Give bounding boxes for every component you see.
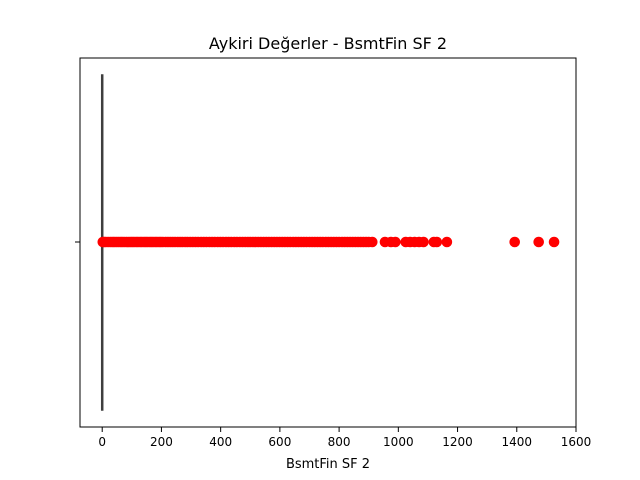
outlier-point: [548, 236, 560, 248]
x-tick-label: 600: [268, 435, 291, 449]
outlier-point: [366, 236, 378, 248]
x-tick-label: 0: [98, 435, 106, 449]
x-tick-label: 400: [209, 435, 232, 449]
outlier-point: [431, 236, 443, 248]
x-tick-label: 1600: [561, 435, 592, 449]
outlier-point: [533, 236, 544, 248]
outlier-point: [390, 236, 401, 248]
outlier-point: [509, 236, 521, 248]
x-axis-ticks: 0 200 400 600 800 1000 1200 1400 1600: [98, 427, 591, 449]
x-axis-label: BsmtFin SF 2: [286, 457, 370, 472]
x-tick-label: 1400: [502, 435, 533, 449]
x-tick-label: 1200: [442, 435, 473, 449]
x-tick-label: 200: [150, 435, 173, 449]
outlier-group: [97, 236, 560, 248]
x-tick-label: 1000: [383, 435, 414, 449]
x-tick-label: 800: [328, 435, 351, 449]
outlier-point: [441, 236, 453, 248]
chart-title: Aykiri Değerler - BsmtFin SF 2: [209, 34, 447, 53]
outlier-point: [418, 236, 429, 248]
